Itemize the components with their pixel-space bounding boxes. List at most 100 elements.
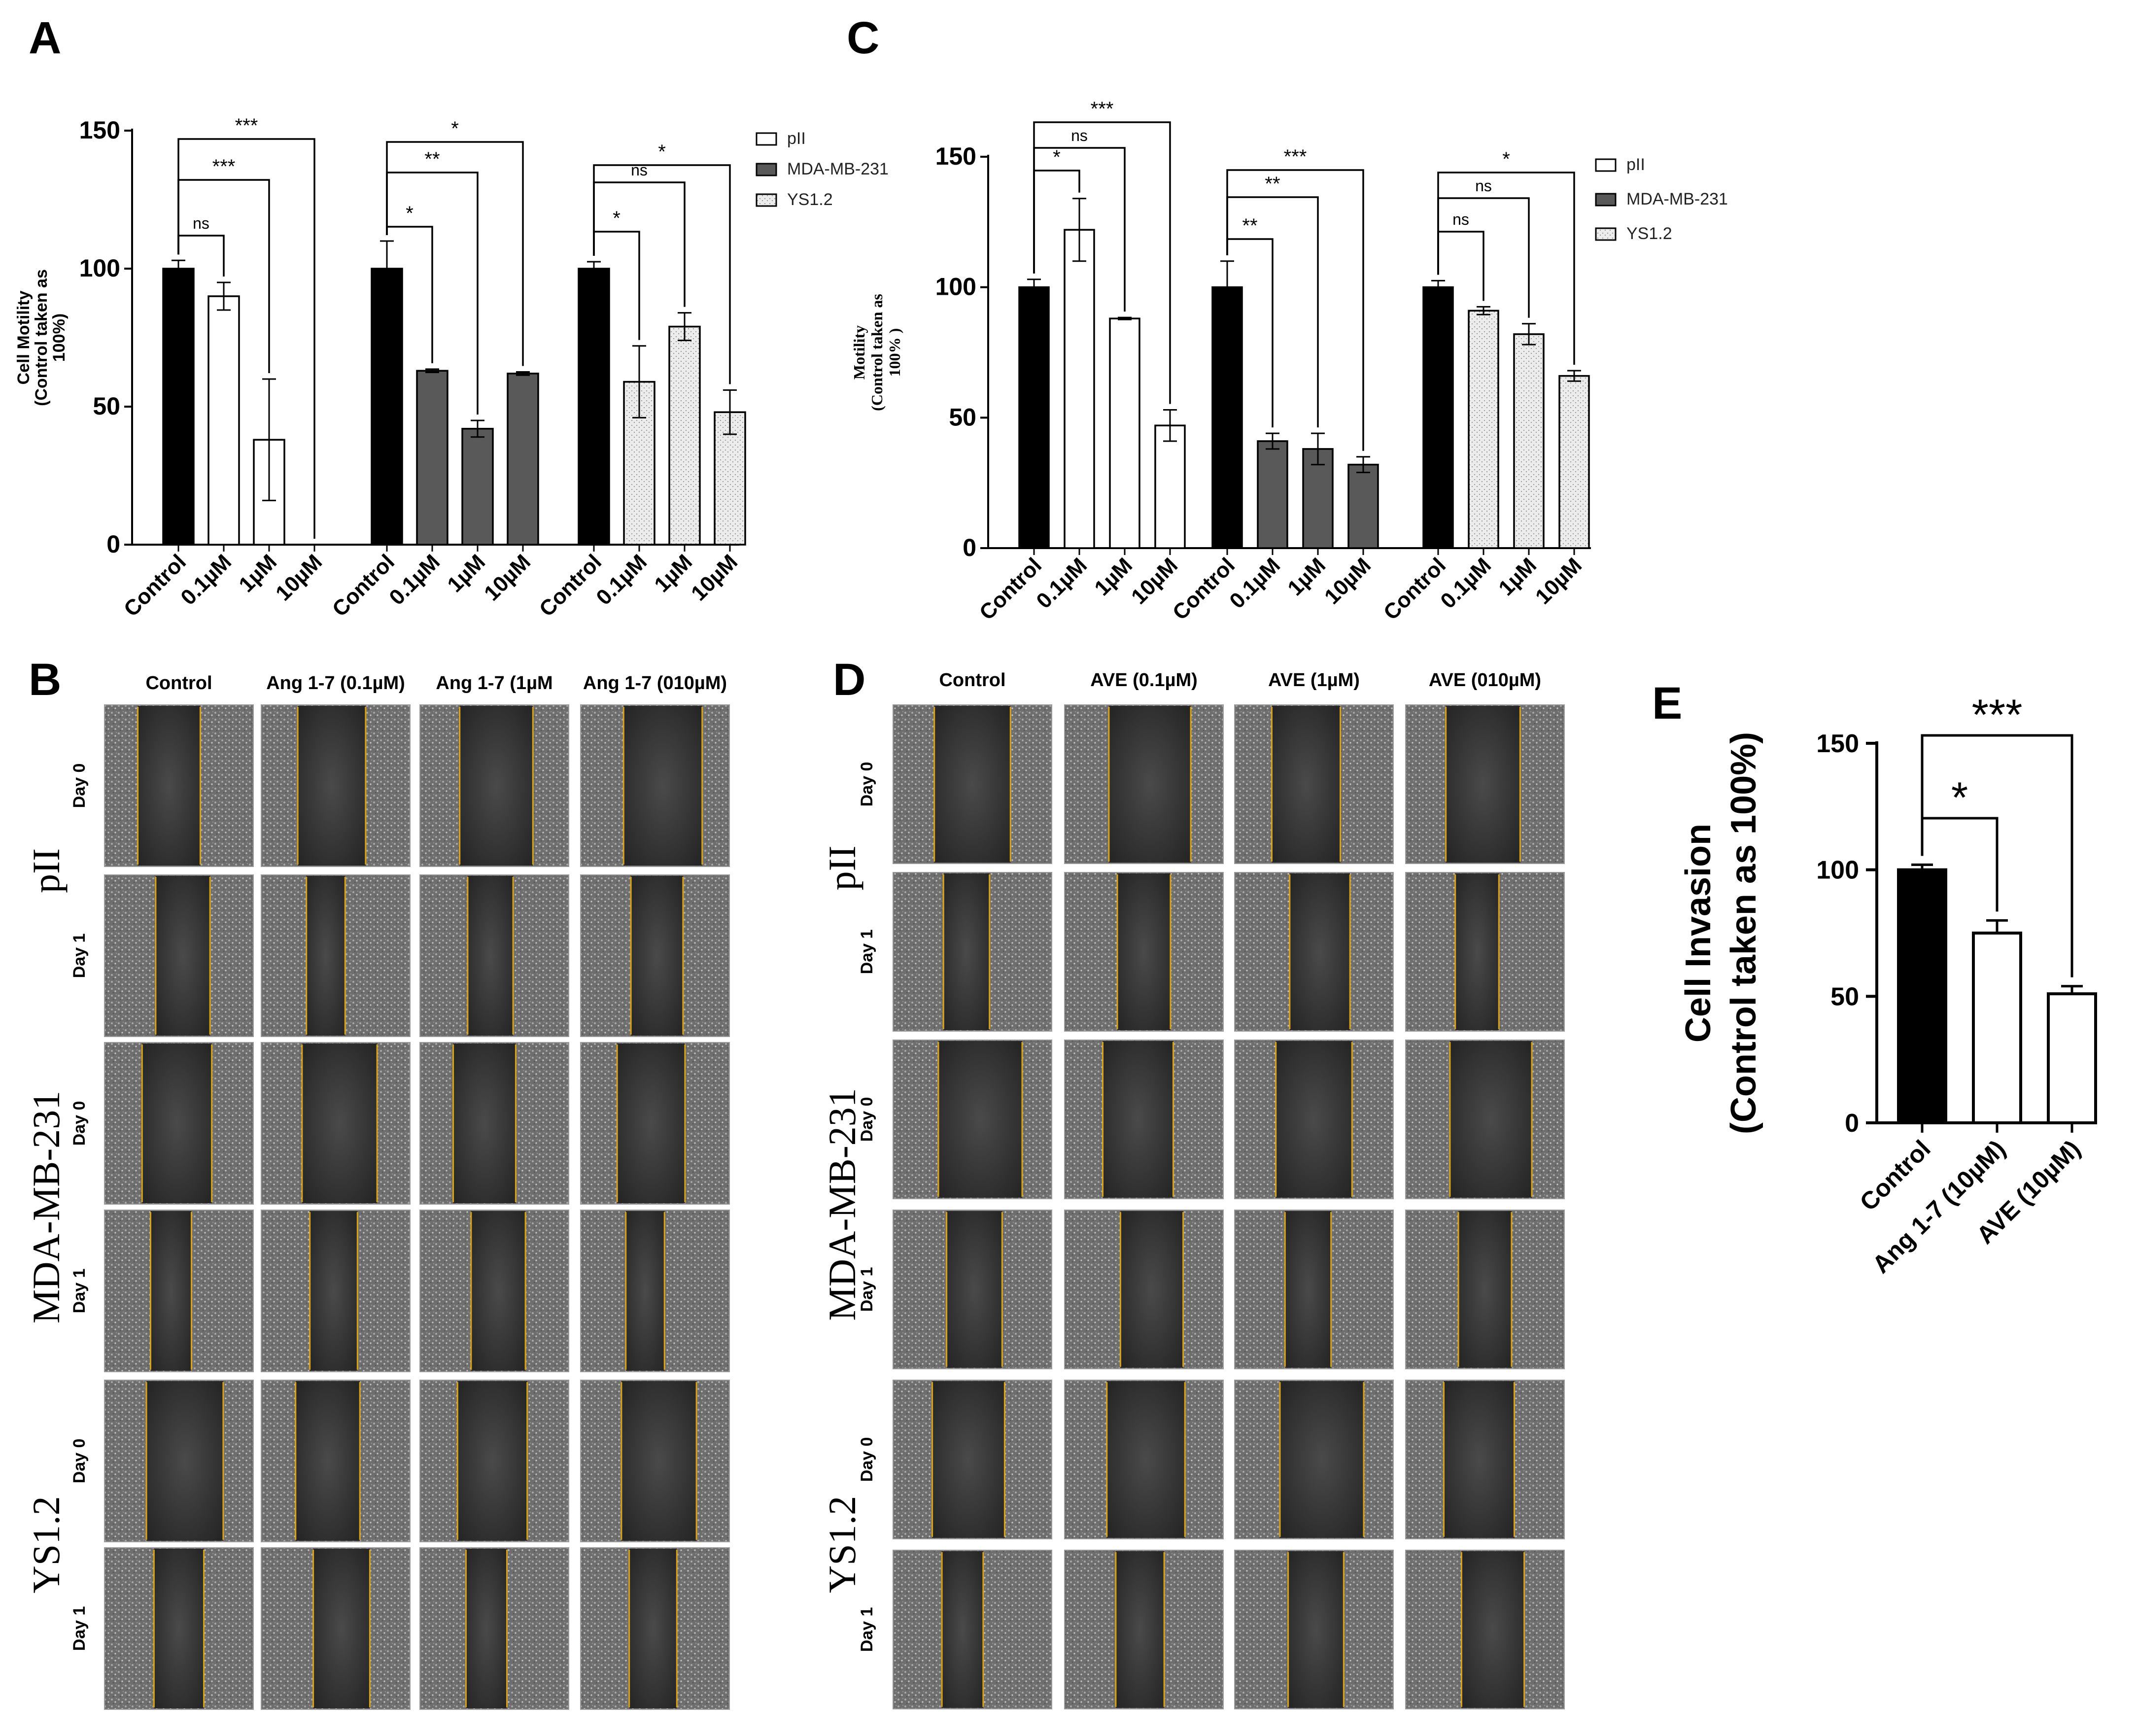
significance-label: ns bbox=[193, 214, 209, 232]
micrograph bbox=[893, 704, 1052, 864]
significance-bracket bbox=[1921, 734, 2073, 977]
wound-gap bbox=[623, 706, 702, 866]
bar bbox=[1558, 375, 1590, 549]
y-axis-label-line: (Control taken as bbox=[868, 294, 886, 411]
wound-gap bbox=[1272, 706, 1341, 863]
micrograph bbox=[580, 874, 730, 1037]
y-axis-label: Cell Invasion (Control taken as 100%) bbox=[1679, 732, 1763, 1134]
micrograph bbox=[419, 1042, 569, 1205]
x-tick-label: 0.1µM bbox=[176, 550, 236, 610]
micrograph bbox=[580, 1210, 730, 1372]
micrograph bbox=[1405, 872, 1565, 1032]
x-tick-label: 0.1µM bbox=[1032, 553, 1092, 613]
day-label: Day 1 bbox=[70, 934, 89, 978]
wound-gap bbox=[146, 1381, 223, 1541]
bar bbox=[578, 268, 610, 546]
micrograph bbox=[104, 704, 254, 867]
micrograph bbox=[893, 1040, 1052, 1199]
bar bbox=[1211, 286, 1243, 549]
micrograph bbox=[261, 704, 411, 867]
wound-gap bbox=[1279, 1381, 1364, 1538]
y-tick-label: 100 bbox=[79, 254, 120, 282]
wound-gap bbox=[943, 873, 990, 1030]
wound-gap bbox=[295, 1381, 360, 1541]
micrograph bbox=[104, 1547, 254, 1710]
micrograph bbox=[1405, 1210, 1565, 1369]
x-tick-label: 10µM bbox=[1531, 553, 1586, 609]
wound-gap bbox=[946, 1211, 1002, 1368]
bar bbox=[1468, 310, 1499, 549]
wound-gap bbox=[1106, 1381, 1185, 1538]
bar bbox=[1154, 424, 1186, 549]
x-tick-label: Control bbox=[535, 550, 606, 621]
panel-label-e: E bbox=[1652, 678, 1682, 729]
wound-gap bbox=[942, 1551, 983, 1708]
micrograph bbox=[893, 872, 1052, 1032]
wound-gap bbox=[1115, 1551, 1165, 1708]
x-tick-label: Control bbox=[328, 550, 399, 621]
bar bbox=[1257, 440, 1288, 549]
micrograph bbox=[104, 1042, 254, 1205]
wound-gap bbox=[1103, 1041, 1173, 1198]
micrograph bbox=[104, 874, 254, 1037]
significance-bracket bbox=[386, 141, 524, 366]
legend-swatch bbox=[756, 163, 777, 176]
significance-bracket bbox=[1437, 172, 1575, 365]
y-tick-label: 150 bbox=[1816, 729, 1859, 758]
wound-gap bbox=[1285, 1211, 1331, 1368]
bar bbox=[1347, 463, 1379, 549]
cell-line-label: MDA-MB-231 bbox=[821, 1088, 863, 1320]
x-tick-label: Control bbox=[119, 550, 191, 621]
y-tick-label: 0 bbox=[1845, 1109, 1859, 1138]
bar bbox=[416, 370, 448, 546]
day-label: Day 1 bbox=[858, 930, 876, 974]
wound-gap bbox=[932, 1381, 1005, 1538]
micrograph bbox=[1234, 1040, 1394, 1199]
significance-label: *** bbox=[212, 156, 236, 177]
significance-label: * bbox=[451, 118, 459, 139]
significance-label: ns bbox=[1475, 177, 1492, 195]
bar bbox=[1513, 333, 1545, 549]
wound-gap bbox=[1276, 1041, 1352, 1198]
wound-gap bbox=[1461, 1551, 1524, 1708]
day-label: Day 1 bbox=[858, 1267, 876, 1312]
y-tick-label: 100 bbox=[935, 273, 976, 301]
wound-gap bbox=[631, 876, 683, 1036]
wound-gap bbox=[1444, 1381, 1515, 1538]
bar bbox=[461, 428, 494, 546]
wound-gap bbox=[471, 1211, 526, 1371]
micrograph bbox=[1405, 704, 1565, 864]
y-axis-label-line: 100%) bbox=[50, 313, 69, 362]
y-axis-label-line: (Control taken as 100%) bbox=[1724, 732, 1763, 1134]
micrograph bbox=[419, 704, 569, 867]
significance-bracket bbox=[1226, 169, 1364, 451]
y-axis-label: Motility (Control taken as 100% ) bbox=[850, 294, 903, 411]
micrograph bbox=[1064, 1040, 1224, 1199]
wound-gap bbox=[302, 1043, 378, 1203]
micrograph bbox=[1064, 1550, 1224, 1709]
x-tick-label: Control bbox=[1379, 553, 1450, 625]
wound-gap bbox=[298, 706, 366, 866]
wound-gap bbox=[1455, 873, 1499, 1030]
wound-gap bbox=[453, 1043, 516, 1203]
bar bbox=[1018, 286, 1050, 549]
cell-line-label: pII bbox=[25, 848, 68, 893]
day-label: Day 0 bbox=[70, 1439, 89, 1484]
panel-label-c: C bbox=[847, 13, 879, 63]
chart-c-motility: 0 50 100 150 Motility (Control taken as 100% )… bbox=[850, 98, 1728, 625]
legend-label: MDA-MB-231 bbox=[1626, 190, 1728, 208]
wound-gap bbox=[155, 876, 210, 1036]
wound-panel-b: Control Ang 1-7 (0.1µM) Ang 1-7 (1µM Ang 1-… bbox=[25, 673, 730, 1710]
legend-label: YS1.2 bbox=[1626, 224, 1672, 243]
cell-line-label: YS1.2 bbox=[25, 1496, 68, 1593]
y-tick-label: 0 bbox=[106, 530, 120, 558]
y-tick-label: 50 bbox=[1830, 982, 1859, 1011]
chart-e-invasion: 0 50 100 150 Cell Invasion (Control taken as … bbox=[1679, 690, 2097, 1279]
micrograph bbox=[261, 1042, 411, 1205]
micrograph bbox=[893, 1210, 1052, 1369]
significance-label: *** bbox=[1284, 146, 1307, 168]
wound-gap bbox=[934, 706, 1011, 863]
significance-label: ns bbox=[1071, 127, 1088, 144]
micrograph bbox=[1405, 1550, 1565, 1709]
